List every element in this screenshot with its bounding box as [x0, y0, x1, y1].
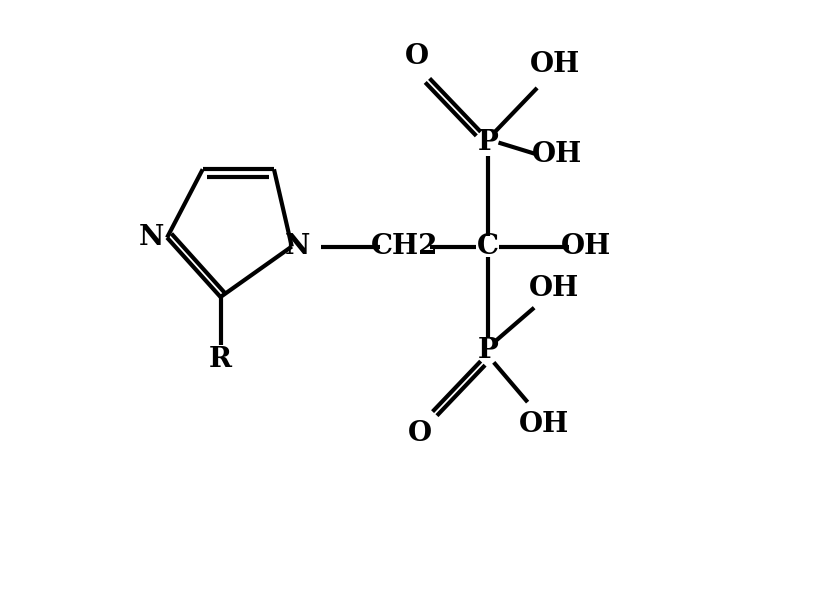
Text: P: P: [477, 337, 498, 364]
Text: OH: OH: [529, 274, 580, 302]
Text: OH: OH: [529, 50, 580, 78]
Text: R: R: [209, 346, 232, 373]
Text: N: N: [285, 233, 310, 260]
Text: O: O: [404, 43, 429, 70]
Text: OH: OH: [532, 141, 582, 168]
Text: OH: OH: [519, 411, 570, 438]
Text: CH2: CH2: [371, 233, 439, 260]
Text: P: P: [477, 129, 498, 156]
Text: N: N: [138, 224, 164, 251]
Text: O: O: [408, 420, 431, 447]
Text: OH: OH: [560, 233, 611, 260]
Text: C: C: [477, 233, 499, 260]
